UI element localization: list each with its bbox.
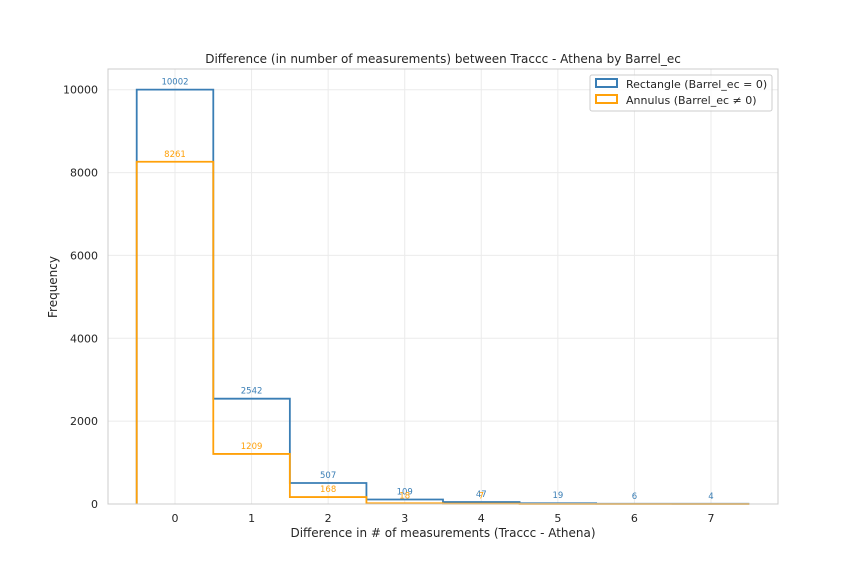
data-label: 1209	[241, 442, 263, 452]
data-label: 2542	[241, 387, 263, 397]
x-tick-label: 0	[172, 512, 179, 525]
data-label: 18	[399, 491, 410, 501]
legend: Rectangle (Barrel_ec = 0) Annulus (Barre…	[590, 75, 772, 111]
y-tick-label: 8000	[70, 167, 98, 180]
y-tick-label: 10000	[63, 84, 98, 97]
x-tick-label: 2	[325, 512, 332, 525]
x-tick-label: 5	[554, 512, 561, 525]
x-tick-label: 1	[248, 512, 255, 525]
y-tick-label: 0	[91, 498, 98, 511]
chart-title: Difference (in number of measurements) b…	[205, 52, 681, 66]
x-tick-label: 3	[401, 512, 408, 525]
data-label: 168	[320, 485, 336, 495]
data-label: 4	[708, 492, 713, 502]
data-label: 507	[320, 471, 336, 481]
y-tick-label: 2000	[70, 415, 98, 428]
data-label: 7	[479, 492, 484, 502]
data-label: 19	[552, 491, 563, 501]
x-tick-label: 6	[631, 512, 638, 525]
x-tick-label: 4	[478, 512, 485, 525]
x-tick-label: 7	[708, 512, 715, 525]
x-axis-label: Difference in # of measurements (Traccc …	[290, 526, 595, 540]
data-label: 6	[632, 492, 637, 502]
y-axis-label: Frequency	[46, 256, 60, 318]
data-label: 10002	[161, 78, 188, 88]
legend-entry-rectangle: Rectangle (Barrel_ec = 0)	[626, 78, 767, 91]
y-tick-label: 6000	[70, 249, 98, 262]
data-label: 8261	[164, 150, 186, 160]
y-tick-label: 4000	[70, 332, 98, 345]
legend-entry-annulus: Annulus (Barrel_ec ≠ 0)	[626, 94, 757, 107]
